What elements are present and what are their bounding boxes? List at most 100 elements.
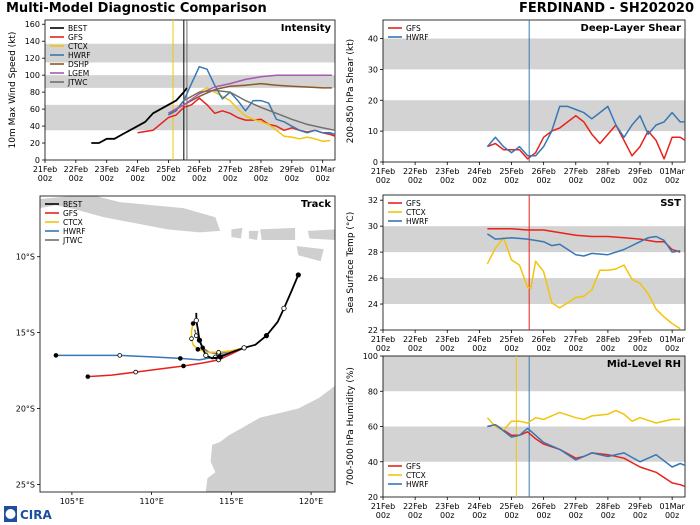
- track-point-hwrf: [117, 353, 123, 358]
- intensity-band-2: [45, 43, 335, 63]
- intensity-series-best: [91, 87, 188, 144]
- shear-band-1: [383, 38, 685, 70]
- sst-ytick-label: 26: [368, 274, 378, 283]
- sst-xtick-label-time: 00z: [472, 344, 486, 353]
- intensity-xtick-label: 29Feb: [280, 165, 304, 174]
- track-point-gfs: [133, 369, 138, 375]
- intensity-ylabel: 10m Max Wind Speed (kt): [8, 32, 18, 149]
- logo-mark-circle: [5, 509, 16, 519]
- shear-xtick-label: 01Mar: [660, 167, 686, 176]
- sst-xtick-label: 24Feb: [467, 335, 491, 344]
- rh-ylabel: 700-500 hPa Humidity (%): [346, 367, 356, 486]
- rh-legend-label-gfs: GFS: [406, 462, 421, 471]
- intensity-ytick-label: 20: [30, 139, 40, 148]
- sst-xtick-label: 28Feb: [596, 335, 620, 344]
- track-title: Track: [301, 199, 331, 210]
- rh-xtick-label-time: 00z: [504, 511, 518, 520]
- intensity-legend-label-gfs: GFS: [68, 33, 83, 42]
- rh-xtick-label-time: 00z: [440, 511, 454, 520]
- track-ytick-label: 25°S: [16, 480, 35, 489]
- rh-xtick-label: 25Feb: [499, 502, 523, 511]
- sst-xtick-label-time: 00z: [633, 344, 647, 353]
- track-panel: 105°E 110°E 115°E 120°E 10°S 15°S 20°S 25°S Trac…: [16, 195, 336, 506]
- shear-xtick-label: 24Feb: [467, 167, 491, 176]
- intensity-xtick-label-time: 00z: [69, 174, 83, 183]
- sumba-landmass: [296, 246, 324, 262]
- shear-ytick-label: 20: [368, 96, 378, 105]
- rh-xtick-label: 21Feb: [371, 502, 395, 511]
- intensity-xtick-label-time: 00z: [315, 174, 329, 183]
- shear-xtick-label-time: 00z: [472, 176, 486, 185]
- flores-landmass: [307, 229, 335, 240]
- sst-ytick-label: 24: [368, 300, 378, 309]
- shear-xtick-label-time: 00z: [601, 176, 615, 185]
- sst-ytick-label: 30: [368, 222, 378, 231]
- intensity-xtick-label-time: 00z: [38, 174, 52, 183]
- intensity-xtick-label: 23Feb: [95, 165, 119, 174]
- intensity-legend-label-ctcx: CTCX: [68, 42, 88, 51]
- sst-xtick-label: 23Feb: [435, 335, 459, 344]
- intensity-legend-label-lgem: LGEM: [68, 69, 89, 78]
- track-point-hwrf: [178, 356, 183, 361]
- sst-xtick-label: 22Feb: [403, 335, 427, 344]
- shear-xtick-label-time: 00z: [536, 176, 550, 185]
- intensity-xtick-label: 01Mar: [310, 165, 336, 174]
- intensity-series-hwrf: [168, 65, 336, 136]
- intensity-series-lgem: [168, 74, 332, 114]
- intensity-xtick-label-time: 00z: [254, 174, 268, 183]
- track-xtick-label: 110°E: [139, 497, 163, 506]
- track-point-best: [203, 352, 209, 358]
- rh-xtick-label-time: 00z: [569, 511, 583, 520]
- storm-title: FERDINAND - SH202020: [519, 1, 694, 16]
- sst-xtick-label-time: 00z: [536, 344, 550, 353]
- intensity-xtick-label: 27Feb: [218, 165, 242, 174]
- intensity-xtick-label: 24Feb: [125, 165, 149, 174]
- intensity-title: Intensity: [281, 23, 332, 34]
- shear-ytick-label: 30: [368, 65, 378, 74]
- intensity-ytick-label: 140: [25, 37, 40, 46]
- track-point-best: [295, 272, 301, 278]
- shear-series-hwrf: [486, 105, 685, 157]
- track-legend-label-best: BEST: [63, 200, 83, 209]
- rh-series-ctcx: [486, 409, 681, 431]
- rh-ytick-label: 40: [368, 458, 378, 467]
- rh-xtick-label: 01Mar: [660, 502, 686, 511]
- track-series-best: [195, 274, 300, 360]
- rh-xtick-label: 27Feb: [564, 502, 588, 511]
- shear-ylabel: 200-850 hPa Shear (kt): [346, 39, 356, 143]
- sst-xtick-label: 25Feb: [499, 335, 523, 344]
- shear-xtick-label-time: 00z: [408, 176, 422, 185]
- sst-xtick-label-time: 00z: [665, 344, 679, 353]
- sst-band-0: [383, 278, 685, 305]
- intensity-ytick-label: 60: [30, 105, 40, 114]
- intensity-ytick-label: 120: [25, 54, 40, 63]
- rh-xtick-label-time: 00z: [665, 511, 679, 520]
- shear-xtick-label: 27Feb: [564, 167, 588, 176]
- rh-title: Mid-Level RH: [607, 359, 681, 370]
- rh-xtick-label: 22Feb: [403, 502, 427, 511]
- track-point-ctcx: [216, 350, 221, 355]
- shear-xtick-label-time: 00z: [440, 176, 454, 185]
- shear-xtick-label-time: 00z: [376, 176, 390, 185]
- intensity-xtick-label-time: 00z: [223, 174, 237, 183]
- rh-xtick-label: 23Feb: [435, 502, 459, 511]
- lombok-landmass: [248, 230, 259, 240]
- sst-xtick-label: 26Feb: [531, 335, 555, 344]
- track-point-jtwc: [193, 333, 199, 338]
- track-point-best: [241, 345, 247, 351]
- rh-ytick-label: 60: [368, 423, 378, 432]
- track-point-best: [193, 317, 199, 324]
- track-ytick-label: 10°S: [16, 253, 35, 262]
- shear-xtick-label: 22Feb: [403, 167, 427, 176]
- track-xtick-label: 120°E: [299, 497, 323, 506]
- sst-series-hwrf: [486, 233, 681, 257]
- rh-xtick-label: 28Feb: [596, 502, 620, 511]
- sst-xtick-label: 21Feb: [371, 335, 395, 344]
- sst-xtick-label-time: 00z: [504, 344, 518, 353]
- track-frame: [39, 195, 336, 493]
- intensity-frame: [44, 19, 336, 161]
- sst-legend-label-ctcx: CTCX: [406, 208, 426, 217]
- intensity-legend-label-jtwc: JTWC: [67, 78, 87, 87]
- cira-logo: CIRA: [4, 506, 53, 522]
- intensity-legend-label-dshp: DSHP: [68, 60, 89, 69]
